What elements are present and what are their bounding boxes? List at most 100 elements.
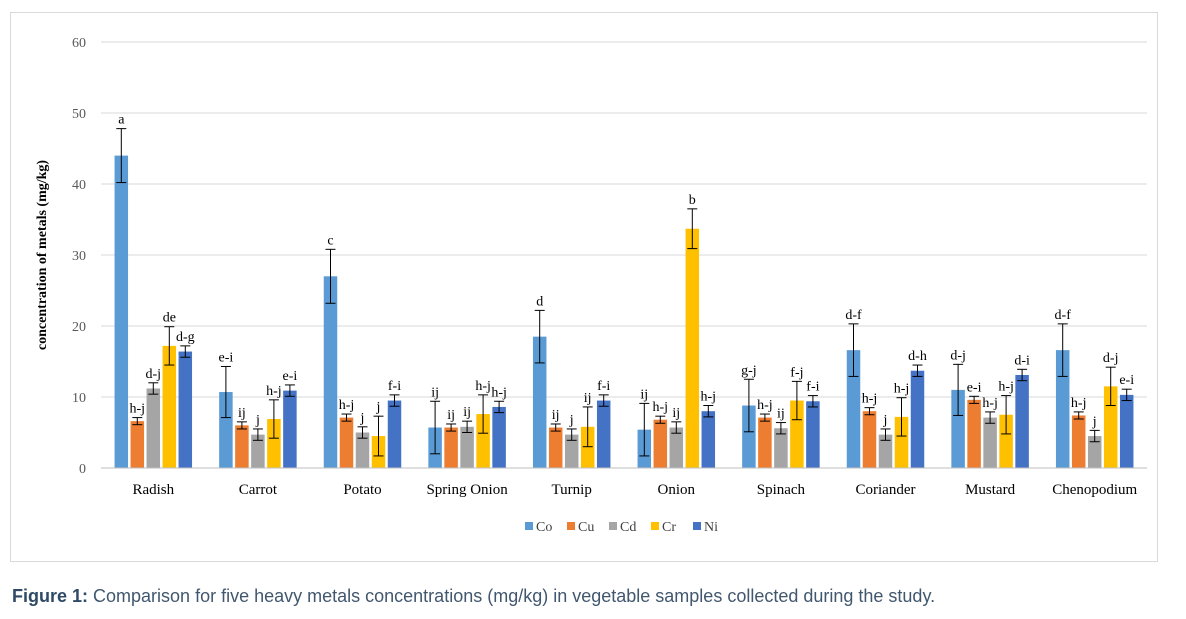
bar-cd-7 [878,434,893,468]
legend: Co Cu Cd Cr Ni [525,520,718,535]
bar-cu-0 [130,421,145,468]
y-axis-label: concentration of metals (mg/kg) [35,160,50,350]
bar-co-4 [532,336,547,468]
sig-label-cd-2: j [360,411,365,426]
sig-label-cu-7: h-j [862,392,878,407]
x-tick-5: Onion [658,482,696,498]
sig-label-cd-6: ij [777,407,785,422]
bar-ni-2 [387,400,402,468]
bar-cd-2 [355,432,370,468]
sig-label-cr-7: h-j [894,382,910,397]
sig-label-cr-9: d-j [1103,351,1119,366]
x-tick-1: Carrot [239,482,278,498]
bar-co-7 [846,350,861,468]
bar-cr-6 [790,400,804,468]
sig-label-cu-3: ij [447,408,455,423]
bar-cu-1 [235,425,249,468]
bar-cd-3 [460,426,474,468]
sig-label-ni-3: h-j [491,385,507,400]
sig-label-cd-1: j [255,413,260,428]
bar-ni-4 [596,400,611,468]
sig-label-cu-9: h-j [1071,396,1087,411]
sig-label-ni-1: e-i [283,369,298,384]
sig-label-ni-6: f-i [806,380,819,395]
sig-label-cd-5: ij [672,406,680,421]
x-tick-2: Potato [343,482,381,498]
y-tick-50: 50 [72,107,86,122]
sig-label-co-2: c [327,233,333,248]
bar-cd-9 [1087,436,1102,468]
x-tick-8: Mustard [965,482,1015,498]
bar-cu-8 [967,399,981,468]
bar-cu-7 [862,411,877,468]
bars [114,155,1134,468]
sig-label-co-1: e-i [219,350,234,365]
bar-ni-3 [492,406,506,468]
sig-label-ni-8: d-i [1014,353,1030,368]
caption-label: Figure 1: [12,586,89,606]
x-tick-6: Spinach [757,482,806,498]
sig-label-ni-2: f-i [388,379,401,394]
sig-label-cu-0: h-j [130,402,146,417]
bar-cr-9 [1103,386,1118,468]
bar-cu-4 [548,427,563,468]
bar-ni-1 [283,390,297,468]
sig-label-co-0: a [118,113,125,128]
sig-label-cr-4: ij [584,391,592,406]
sig-label-cd-9: j [1092,414,1097,429]
sig-label-co-6: g-j [741,363,757,378]
bar-co-2 [323,276,338,468]
sig-label-cd-0: d-j [146,367,162,382]
bar-ni-5 [701,411,716,468]
bar-co-0 [114,155,129,468]
bar-cr-5 [685,228,700,468]
sig-label-cu-4: ij [552,408,560,423]
chart-frame: 0 10 20 30 40 50 60 concentration of metals (m… [10,12,1158,562]
bar-chart: 0 10 20 30 40 50 60 concentration of metals (m… [35,36,1147,535]
bar-cd-0 [146,388,161,468]
sig-label-co-9: d-f [1055,308,1072,323]
y-tick-20: 20 [72,320,86,335]
legend-swatch-ni [693,522,701,530]
legend-label-cr: Cr [662,520,676,535]
bar-cd-6 [774,428,788,468]
sig-label-cr-1: h-j [266,384,282,399]
caption-text: Comparison for five heavy metals concent… [93,586,936,606]
y-tick-10: 10 [72,391,86,406]
bar-cd-8 [983,417,997,468]
gridlines [101,41,1147,398]
bar-cd-4 [564,434,579,468]
y-tick-40: 40 [72,178,86,193]
x-tick-7: Coriander [856,482,916,498]
sig-label-ni-0: d-g [176,330,195,345]
bar-cu-6 [758,417,772,468]
y-tick-0: 0 [79,462,86,477]
sig-label-co-4: d [536,294,543,309]
bar-cr-0 [162,345,177,468]
sig-label-ni-7: d-h [908,349,927,364]
bar-co-8 [951,389,965,468]
legend-label-ni: Ni [704,520,718,535]
sig-label-cr-5: b [689,193,696,208]
bar-cr-8 [999,414,1013,468]
sig-label-cd-4: j [569,413,574,428]
sig-label-cr-3: h-j [475,379,491,394]
sig-label-ni-4: f-i [597,379,610,394]
bar-ni-0 [178,351,193,468]
bar-cd-5 [669,427,684,468]
bar-ni-8 [1015,374,1029,468]
x-tick-3: Spring Onion [426,482,508,498]
bar-cu-9 [1071,415,1086,468]
sig-label-co-8: d-j [950,348,966,363]
bar-ni-6 [806,401,820,468]
bar-cu-5 [653,419,668,468]
bar-co-9 [1055,350,1070,468]
y-tick-60: 60 [72,36,86,51]
legend-swatch-cr [651,522,659,530]
bar-co-1 [219,392,233,468]
legend-swatch-cd [609,522,617,530]
bar-cr-7 [894,416,909,468]
sig-label-cr-6: f-j [790,365,803,380]
x-tick-9: Chenopodium [1052,482,1137,498]
bar-cr-1 [267,419,281,468]
